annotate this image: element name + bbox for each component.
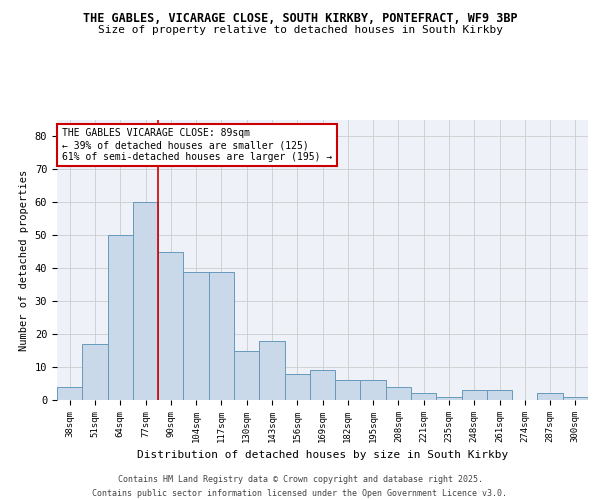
Bar	[209, 272, 234, 400]
Bar	[107, 236, 133, 400]
Bar	[310, 370, 335, 400]
Bar	[335, 380, 361, 400]
Bar	[284, 374, 310, 400]
Text: THE GABLES, VICARAGE CLOSE, SOUTH KIRKBY, PONTEFRACT, WF9 3BP: THE GABLES, VICARAGE CLOSE, SOUTH KIRKBY…	[83, 12, 517, 26]
Bar	[234, 350, 259, 400]
Bar	[57, 387, 82, 400]
Bar	[563, 396, 588, 400]
Text: Contains HM Land Registry data © Crown copyright and database right 2025.
Contai: Contains HM Land Registry data © Crown c…	[92, 476, 508, 498]
Bar	[158, 252, 184, 400]
Bar	[436, 396, 461, 400]
Bar	[538, 394, 563, 400]
Bar	[259, 340, 284, 400]
Bar	[411, 394, 436, 400]
Bar	[361, 380, 386, 400]
Bar	[82, 344, 107, 400]
Bar	[461, 390, 487, 400]
Bar	[184, 272, 209, 400]
Bar	[386, 387, 411, 400]
Bar	[133, 202, 158, 400]
Y-axis label: Number of detached properties: Number of detached properties	[19, 170, 29, 350]
Text: THE GABLES VICARAGE CLOSE: 89sqm
← 39% of detached houses are smaller (125)
61% : THE GABLES VICARAGE CLOSE: 89sqm ← 39% o…	[62, 128, 332, 162]
Text: Size of property relative to detached houses in South Kirkby: Size of property relative to detached ho…	[97, 25, 503, 35]
X-axis label: Distribution of detached houses by size in South Kirkby: Distribution of detached houses by size …	[137, 450, 508, 460]
Bar	[487, 390, 512, 400]
